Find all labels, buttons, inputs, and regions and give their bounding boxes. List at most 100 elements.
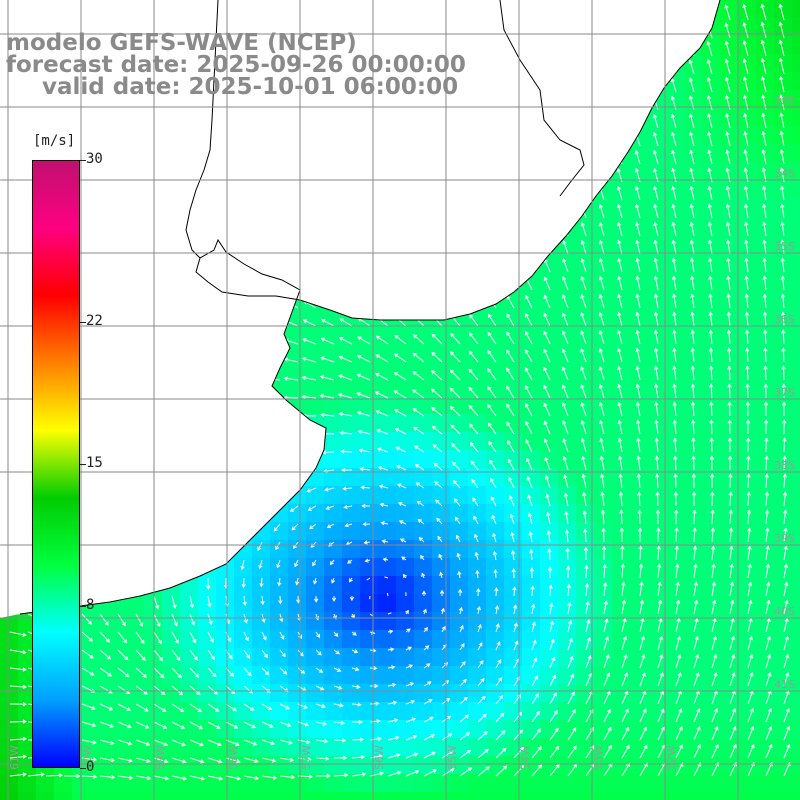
- speed-cell: [216, 576, 235, 595]
- speed-cell: [54, 792, 73, 800]
- speed-cell: [720, 720, 739, 739]
- speed-cell: [720, 270, 739, 289]
- speed-cell: [558, 612, 577, 631]
- lat-label: 33S: [774, 94, 795, 107]
- speed-cell: [342, 432, 361, 451]
- speed-cell: [558, 396, 577, 415]
- speed-cell: [738, 126, 757, 145]
- speed-cell: [756, 612, 775, 631]
- speed-cell: [360, 630, 379, 649]
- speed-cell: [720, 630, 739, 649]
- speed-cell: [486, 792, 505, 800]
- speed-cell: [702, 684, 721, 703]
- speed-cell: [504, 576, 523, 595]
- speed-cell: [540, 414, 559, 433]
- speed-cell: [432, 342, 451, 361]
- speed-cell: [414, 558, 433, 577]
- speed-cell: [342, 450, 361, 469]
- speed-cell: [396, 414, 415, 433]
- speed-cell: [126, 594, 145, 613]
- speed-cell: [0, 756, 19, 775]
- speed-cell: [360, 774, 379, 793]
- speed-cell: [378, 738, 397, 757]
- speed-cell: [252, 648, 271, 667]
- speed-cell: [450, 522, 469, 541]
- speed-cell: [774, 504, 793, 523]
- speed-cell: [306, 756, 325, 775]
- speed-cell: [558, 756, 577, 775]
- speed-cell: [414, 360, 433, 379]
- speed-cell: [702, 72, 721, 91]
- speed-cell: [720, 162, 739, 181]
- speed-cell: [720, 612, 739, 631]
- speed-cell: [612, 198, 631, 217]
- speed-cell: [18, 774, 37, 793]
- speed-cell: [738, 252, 757, 271]
- speed-cell: [558, 270, 577, 289]
- speed-cell: [774, 684, 793, 703]
- speed-cell: [378, 612, 397, 631]
- speed-cell: [558, 594, 577, 613]
- speed-cell: [432, 648, 451, 667]
- speed-cell: [684, 468, 703, 487]
- wind-arrow: [760, 21, 767, 39]
- speed-cell: [684, 576, 703, 595]
- speed-cell: [612, 360, 631, 379]
- speed-cell: [360, 576, 379, 595]
- speed-cell: [306, 648, 325, 667]
- speed-cell: [270, 738, 289, 757]
- speed-cell: [270, 684, 289, 703]
- speed-cell: [450, 396, 469, 415]
- speed-cell: [792, 234, 800, 253]
- speed-cell: [450, 792, 469, 800]
- speed-cell: [432, 324, 451, 343]
- speed-cell: [540, 378, 559, 397]
- speed-cell: [342, 324, 361, 343]
- speed-cell: [666, 756, 685, 775]
- speed-cell: [684, 288, 703, 307]
- speed-cell: [756, 162, 775, 181]
- speed-cell: [630, 216, 649, 235]
- speed-cell: [666, 342, 685, 361]
- speed-cell: [360, 666, 379, 685]
- speed-cell: [126, 738, 145, 757]
- lon-label: 54W: [519, 745, 532, 770]
- speed-cell: [774, 108, 793, 127]
- speed-cell: [756, 540, 775, 559]
- speed-cell: [162, 630, 181, 649]
- speed-cell: [666, 630, 685, 649]
- speed-cell: [738, 666, 757, 685]
- speed-cell: [342, 612, 361, 631]
- speed-cell: [774, 378, 793, 397]
- speed-cell: [36, 774, 55, 793]
- speed-cell: [774, 126, 793, 145]
- speed-cell: [684, 594, 703, 613]
- speed-cell: [720, 90, 739, 109]
- speed-cell: [738, 162, 757, 181]
- speed-cell: [612, 306, 631, 325]
- speed-cell: [432, 504, 451, 523]
- speed-cell: [288, 648, 307, 667]
- speed-cell: [558, 378, 577, 397]
- speed-cell: [450, 720, 469, 739]
- speed-cell: [468, 378, 487, 397]
- speed-cell: [702, 126, 721, 145]
- speed-cell: [612, 540, 631, 559]
- speed-cell: [342, 378, 361, 397]
- lon-label: 52W: [665, 745, 678, 770]
- speed-cell: [540, 576, 559, 595]
- speed-cell: [198, 630, 217, 649]
- lon-label: 58W: [227, 745, 240, 770]
- speed-cell: [306, 792, 325, 800]
- speed-cell: [666, 90, 685, 109]
- speed-cell: [666, 378, 685, 397]
- speed-cell: [774, 738, 793, 757]
- speed-cell: [522, 576, 541, 595]
- speed-cell: [756, 774, 775, 793]
- speed-cell: [648, 666, 667, 685]
- speed-cell: [360, 342, 379, 361]
- speed-cell: [252, 630, 271, 649]
- speed-cell: [666, 288, 685, 307]
- speed-cell: [270, 648, 289, 667]
- speed-cell: [720, 288, 739, 307]
